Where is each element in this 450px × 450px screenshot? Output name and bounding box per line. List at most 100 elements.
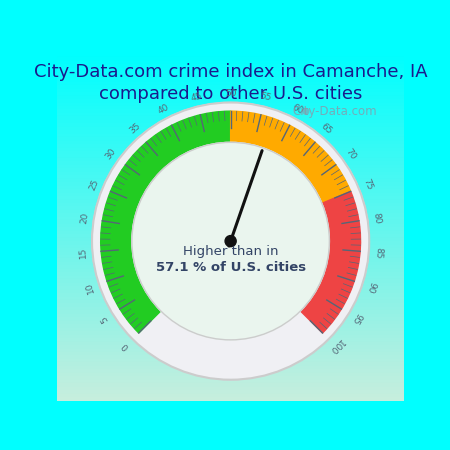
Bar <box>58 390 404 394</box>
Bar <box>58 383 404 387</box>
Bar <box>58 266 404 269</box>
Bar <box>58 78 404 82</box>
Bar <box>58 342 404 345</box>
Bar <box>58 234 404 238</box>
Bar <box>58 286 404 290</box>
Text: 80: 80 <box>371 212 382 225</box>
Bar <box>58 99 404 103</box>
Bar <box>58 85 404 89</box>
Text: 20: 20 <box>79 212 90 224</box>
Bar <box>58 148 404 151</box>
Bar <box>58 95 404 99</box>
Bar <box>58 193 404 196</box>
Circle shape <box>225 235 236 247</box>
Bar <box>58 224 404 227</box>
Bar <box>58 220 404 224</box>
Bar <box>58 58 404 61</box>
Bar <box>58 165 404 168</box>
Bar <box>58 151 404 154</box>
Bar <box>58 300 404 303</box>
Text: 50: 50 <box>225 89 236 98</box>
Bar <box>58 307 404 310</box>
Bar <box>58 255 404 258</box>
Bar <box>58 283 404 286</box>
Bar <box>58 154 404 158</box>
Bar <box>58 252 404 255</box>
Bar <box>58 109 404 113</box>
Bar <box>58 61 404 64</box>
Bar <box>58 394 404 397</box>
Text: 10: 10 <box>84 280 96 294</box>
Bar <box>58 117 404 120</box>
Bar <box>58 387 404 390</box>
Bar <box>58 89 404 92</box>
Bar <box>58 366 404 369</box>
Circle shape <box>92 103 369 380</box>
Bar <box>58 262 404 266</box>
Bar <box>58 290 404 293</box>
Bar <box>58 137 404 140</box>
Text: 85: 85 <box>373 247 383 259</box>
Bar <box>58 179 404 182</box>
Text: 55: 55 <box>258 91 272 103</box>
Bar <box>58 72 404 75</box>
Bar <box>58 276 404 279</box>
Text: City-Data.com crime index in Camanche, IA
compared to other U.S. cities: City-Data.com crime index in Camanche, I… <box>34 63 428 103</box>
Bar <box>58 338 404 342</box>
Bar <box>58 182 404 186</box>
Text: City-Data.com: City-Data.com <box>292 105 377 117</box>
Bar <box>58 172 404 176</box>
Bar <box>58 373 404 376</box>
Text: 45: 45 <box>189 91 202 103</box>
Bar <box>58 258 404 262</box>
Text: 0: 0 <box>121 341 131 351</box>
Bar <box>58 207 404 210</box>
Bar <box>58 328 404 331</box>
Text: 75: 75 <box>361 177 374 192</box>
Bar <box>58 227 404 231</box>
Text: 57.1 % of U.S. cities: 57.1 % of U.S. cities <box>156 261 306 274</box>
Bar <box>58 362 404 366</box>
Bar <box>58 356 404 359</box>
Bar <box>58 168 404 172</box>
Bar <box>58 123 404 127</box>
Text: 90: 90 <box>365 280 378 294</box>
Circle shape <box>93 103 369 379</box>
Bar <box>58 269 404 272</box>
Bar <box>58 297 404 300</box>
Bar <box>58 238 404 241</box>
Bar <box>58 303 404 307</box>
Bar <box>58 92 404 95</box>
Bar <box>58 248 404 252</box>
Bar <box>58 75 404 78</box>
Bar <box>58 120 404 123</box>
Bar <box>58 203 404 207</box>
Bar <box>58 352 404 356</box>
Bar <box>58 321 404 324</box>
Text: ⬤: ⬤ <box>301 108 309 115</box>
Bar <box>58 134 404 137</box>
Bar <box>58 176 404 179</box>
Bar <box>58 345 404 348</box>
Text: 40: 40 <box>156 103 171 116</box>
Bar <box>58 210 404 213</box>
Bar <box>58 314 404 317</box>
Bar <box>58 217 404 220</box>
Bar <box>58 140 404 144</box>
Bar <box>58 317 404 321</box>
Text: 5: 5 <box>99 314 110 323</box>
Bar <box>58 380 404 383</box>
Bar <box>58 293 404 297</box>
Bar <box>58 130 404 134</box>
Bar <box>58 158 404 162</box>
Bar <box>58 68 404 71</box>
Wedge shape <box>230 111 351 203</box>
Text: 60: 60 <box>291 103 305 116</box>
Bar <box>58 162 404 165</box>
Bar <box>58 272 404 276</box>
Bar <box>58 113 404 117</box>
Wedge shape <box>101 111 230 333</box>
Bar <box>58 189 404 193</box>
Text: 35: 35 <box>127 122 142 136</box>
Bar <box>58 82 404 85</box>
